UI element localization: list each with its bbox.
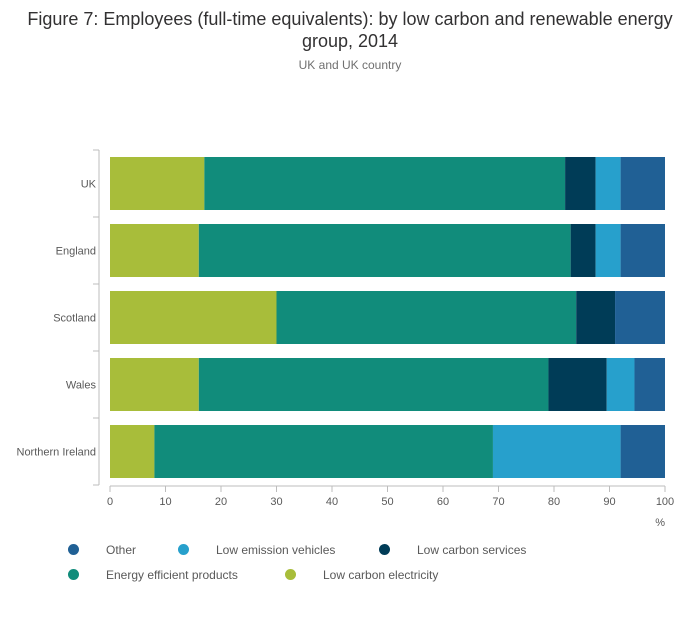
legend-label: Low emission vehicles (216, 543, 336, 557)
bar-segment-other (615, 291, 665, 344)
legend-label: Low carbon electricity (323, 568, 439, 582)
x-tick-label: 40 (326, 496, 338, 508)
x-tick-label: 70 (492, 496, 504, 508)
category-label: England (56, 246, 96, 258)
bar-segment-energy-efficient-products (154, 425, 493, 478)
category-label: Northern Ireland (17, 447, 97, 459)
bar-segment-low-carbon-electricity (110, 425, 155, 478)
x-tick-label: 50 (381, 496, 393, 508)
bar-segment-other (620, 157, 665, 210)
x-tick-label: 100 (656, 496, 674, 508)
bar-segment-energy-efficient-products (204, 157, 566, 210)
category-label: Scotland (53, 313, 96, 325)
bar-segment-low-emission-vehicles (595, 224, 621, 277)
bar-segment-low-carbon-services (565, 157, 596, 210)
x-tick-label: 20 (215, 496, 227, 508)
bar-segment-other (620, 224, 665, 277)
bar-segment-energy-efficient-products (276, 291, 577, 344)
x-tick-label: 60 (437, 496, 449, 508)
x-tick-label: 10 (159, 496, 171, 508)
bar-segment-low-carbon-electricity (110, 291, 277, 344)
x-tick-label: 30 (270, 496, 282, 508)
legend-label: Other (106, 543, 137, 557)
bar-segment-low-emission-vehicles (595, 157, 621, 210)
bar-segment-energy-efficient-products (198, 358, 549, 411)
bar-segment-low-carbon-electricity (110, 224, 199, 277)
bar-segment-other (620, 425, 665, 478)
bar-segment-energy-efficient-products (198, 224, 571, 277)
legend-swatch (68, 569, 79, 580)
legend-label: Low carbon services (417, 543, 527, 557)
category-label: UK (81, 179, 97, 191)
legend-label: Energy efficient products (106, 568, 238, 582)
legend-swatch (178, 544, 189, 555)
legend-swatch (68, 544, 79, 555)
bar-segment-low-emission-vehicles (492, 425, 621, 478)
bar-segment-low-carbon-electricity (110, 157, 205, 210)
category-label: Wales (66, 380, 97, 392)
legend-swatch (285, 569, 296, 580)
x-tick-label: 0 (107, 496, 113, 508)
bar-segment-low-emission-vehicles (606, 358, 635, 411)
bar-segment-low-carbon-services (570, 224, 596, 277)
chart-title: Figure 7: Employees (full-time equivalen… (27, 9, 673, 51)
x-tick-label: 80 (548, 496, 560, 508)
x-axis-label: % (655, 517, 665, 529)
x-tick-label: 90 (603, 496, 615, 508)
bar-segment-low-carbon-services (576, 291, 616, 344)
chart-subtitle: UK and UK country (298, 58, 402, 72)
legend-swatch (379, 544, 390, 555)
bar-segment-low-carbon-services (548, 358, 607, 411)
bar-segment-low-carbon-electricity (110, 358, 199, 411)
bar-segment-other (634, 358, 665, 411)
